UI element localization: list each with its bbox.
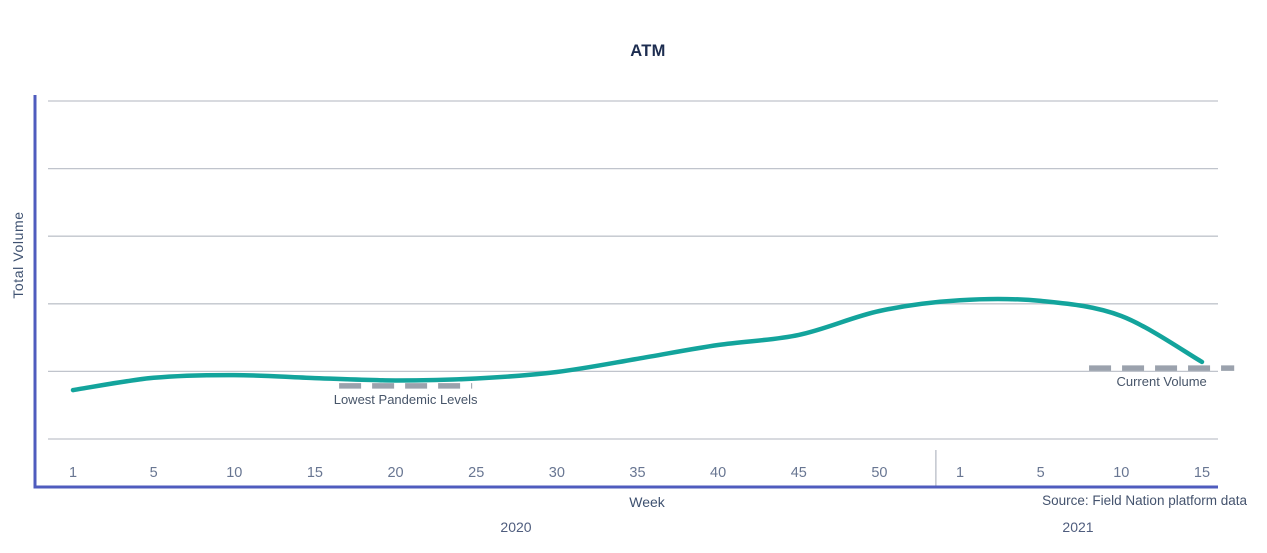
volume-line-series (70, 296, 1205, 393)
x-tick-label: 5 (150, 465, 158, 481)
x-tick-label: 35 (629, 465, 645, 481)
x-tick-label: 15 (307, 465, 323, 481)
year-label-2021: 2021 (1062, 519, 1094, 535)
x-tick-label: 5 (1037, 465, 1045, 481)
x-axis-title: Week (629, 494, 665, 510)
x-tick-label: 40 (710, 465, 726, 481)
x-tick-label: 1 (69, 465, 77, 481)
x-tick-label: 10 (1113, 465, 1129, 481)
x-tick-label: 50 (871, 465, 887, 481)
gridlines (48, 100, 1218, 440)
source-note: Source: Field Nation platform data (1042, 493, 1247, 508)
annotation-current-volume: Current Volume (1089, 365, 1235, 389)
x-tick-label: 20 (387, 465, 403, 481)
year-label-2020: 2020 (500, 519, 532, 535)
chart-title: ATM (630, 42, 666, 60)
lowest-pandemic-level-label: Lowest Pandemic Levels (334, 392, 478, 407)
x-tick-label: 25 (468, 465, 484, 481)
x-tick-label: 10 (226, 465, 242, 481)
current-volume-label: Current Volume (1116, 374, 1206, 389)
annotation-lowest-pandemic-level: Lowest Pandemic Levels (334, 383, 478, 407)
x-tick-label: 1 (956, 465, 964, 481)
x-tick-label: 15 (1194, 465, 1210, 481)
x-tick-labels: 1 5 10 15 20 25 30 35 40 45 50 1 5 10 15 (69, 465, 1210, 481)
x-tick-label: 30 (549, 465, 565, 481)
x-tick-label: 45 (791, 465, 807, 481)
